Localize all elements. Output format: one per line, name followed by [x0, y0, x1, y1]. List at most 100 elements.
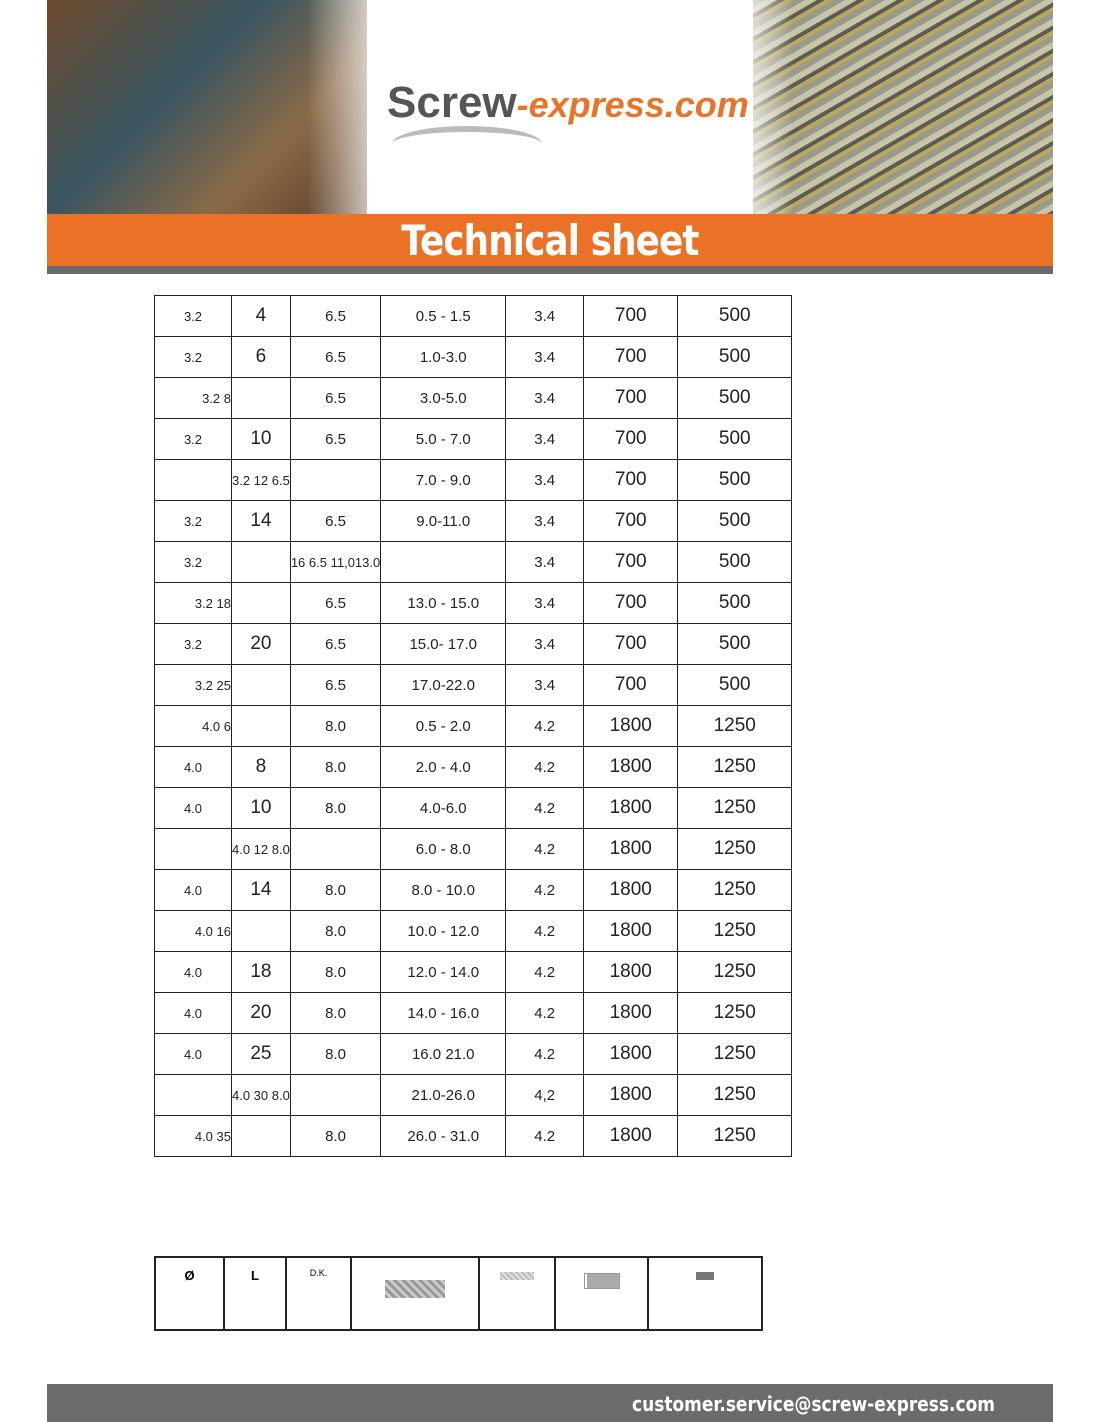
- cell-length: 14: [231, 869, 291, 911]
- cell-diameter: 4.0 6: [154, 705, 232, 747]
- cell-shear-force: 1800: [583, 951, 679, 993]
- cell-hole-diameter: 3.4: [505, 336, 585, 378]
- cell-tensile-force: 1250: [677, 1074, 793, 1116]
- cell-clamping-range: 6.0 - 8.0: [380, 828, 507, 870]
- cell-length: 25: [231, 1033, 291, 1075]
- cell-clamping-range: 0.5 - 1.5: [380, 295, 507, 337]
- cell-shear-force: 700: [583, 664, 679, 706]
- cell-length: 6: [231, 336, 291, 378]
- cell-diameter: 3.2: [154, 418, 232, 460]
- legend-diameter: Ø: [154, 1256, 225, 1331]
- cell-hole-diameter: 4.2: [505, 705, 585, 747]
- cell-tensile-force: 500: [677, 541, 793, 583]
- cell-tensile-force: 1250: [677, 828, 793, 870]
- cell-hole-diameter: 3.4: [505, 418, 585, 460]
- cell-length: [231, 541, 291, 583]
- cell-tensile-force: 1250: [677, 951, 793, 993]
- cell-shear-force: 1800: [583, 992, 679, 1034]
- cell-hole-diameter: 4.2: [505, 828, 585, 870]
- cell-tensile-force: 500: [677, 500, 793, 542]
- cell-length: [231, 377, 291, 419]
- table-row: 3.2 18 6.5 13.0 - 15.0 3.4 700 500: [154, 582, 793, 624]
- table-row: 3.2 25 6.5 17.0-22.0 3.4 700 500: [154, 664, 793, 706]
- cell-length: 8: [231, 746, 291, 788]
- cell-hole-diameter: 3.4: [505, 295, 585, 337]
- title-bar: Technical sheet: [47, 214, 1053, 274]
- cell-length: 18: [231, 951, 291, 993]
- cell-diameter: 4.0: [154, 951, 232, 993]
- cell-head-diameter: 6.5: [289, 336, 382, 378]
- cell-clamping-range: 26.0 - 31.0: [380, 1115, 507, 1157]
- cell-shear-force: 1800: [583, 705, 679, 747]
- cell-clamping-range: 8.0 - 10.0: [380, 869, 507, 911]
- cell-length: 20: [231, 623, 291, 665]
- cell-clamping-range: 4.0-6.0: [380, 787, 507, 829]
- cell-length: 4.0 12 8.0: [231, 828, 291, 870]
- cell-diameter: 3.2: [154, 336, 232, 378]
- cell-hole-diameter: 4,2: [505, 1074, 585, 1116]
- table-row: 4.0 30 8.0 21.0-26.0 4,2 1800 1250: [154, 1074, 793, 1116]
- cell-tensile-force: 1250: [677, 869, 793, 911]
- cell-clamping-range: 7.0 - 9.0: [380, 459, 507, 501]
- cell-tensile-force: 1250: [677, 787, 793, 829]
- cell-head-diameter: 6.5: [289, 418, 382, 460]
- cell-tensile-force: 500: [677, 459, 793, 501]
- cell-diameter: 4.0: [154, 869, 232, 911]
- cell-length: 14: [231, 500, 291, 542]
- cell-clamping-range: [380, 541, 507, 583]
- cell-diameter: 3.2: [154, 623, 232, 665]
- cell-hole-diameter: 3.4: [505, 664, 585, 706]
- cell-length: [231, 1115, 291, 1157]
- cell-shear-force: 700: [583, 623, 679, 665]
- cell-diameter: 4.0: [154, 1033, 232, 1075]
- cell-clamping-range: 3.0-5.0: [380, 377, 507, 419]
- cell-clamping-range: 0.5 - 2.0: [380, 705, 507, 747]
- cell-tensile-force: 1250: [677, 1115, 793, 1157]
- cell-hole-diameter: 3.4: [505, 377, 585, 419]
- cell-shear-force: 1800: [583, 1033, 679, 1075]
- cell-head-diameter: [289, 459, 382, 501]
- fade-right: [733, 0, 793, 214]
- cell-head-diameter: 8.0: [289, 705, 382, 747]
- cell-head-diameter: 16 6.5 11,013.0: [289, 541, 382, 583]
- footer-email[interactable]: customer.service@screw-express.com: [632, 1392, 995, 1416]
- cell-diameter: 3.2 8: [154, 377, 232, 419]
- legend-cell: [647, 1256, 763, 1331]
- cell-head-diameter: 6.5: [289, 377, 382, 419]
- cell-tensile-force: 1250: [677, 746, 793, 788]
- table-row: 3.2 12 6.5 7.0 - 9.0 3.4 700 500: [154, 459, 793, 501]
- table-row: 4.0 14 8.0 8.0 - 10.0 4.2 1800 1250: [154, 869, 793, 911]
- cell-clamping-range: 21.0-26.0: [380, 1074, 507, 1116]
- cell-head-diameter: 8.0: [289, 746, 382, 788]
- cell-head-diameter: 8.0: [289, 951, 382, 993]
- cell-clamping-range: 14.0 - 16.0: [380, 992, 507, 1034]
- table-row: 3.2 16 6.5 11,013.0 3.4 700 500: [154, 541, 793, 583]
- cell-shear-force: 700: [583, 459, 679, 501]
- logo-swoosh: [392, 126, 542, 162]
- cell-diameter: [154, 828, 232, 870]
- table-row: 4.0 12 8.0 6.0 - 8.0 4.2 1800 1250: [154, 828, 793, 870]
- logo-main: Screw: [387, 78, 517, 127]
- shear-force-icon: [584, 1274, 619, 1288]
- cell-shear-force: 1800: [583, 869, 679, 911]
- cell-shear-force: 1800: [583, 1115, 679, 1157]
- cell-length: 20: [231, 992, 291, 1034]
- cell-diameter: 3.2: [154, 295, 232, 337]
- cell-hole-diameter: 4.2: [505, 869, 585, 911]
- table-row: 3.2 10 6.5 5.0 - 7.0 3.4 700 500: [154, 418, 793, 460]
- logo-domain: -express.com: [516, 84, 749, 125]
- cell-head-diameter: 8.0: [289, 1033, 382, 1075]
- cell-shear-force: 1800: [583, 910, 679, 952]
- footer: customer.service@screw-express.com: [47, 1384, 1053, 1422]
- cell-head-diameter: 8.0: [289, 992, 382, 1034]
- cell-diameter: 3.2 18: [154, 582, 232, 624]
- cell-clamping-range: 16.0 21.0: [380, 1033, 507, 1075]
- cell-tensile-force: 500: [677, 664, 793, 706]
- spec-table: 3.2 4 6.5 0.5 - 1.5 3.4 700 500 3.2 6 6.5 1.0-3.0 3…: [154, 295, 793, 1157]
- cell-length: [231, 705, 291, 747]
- cell-length: 3.2 12 6.5: [231, 459, 291, 501]
- cell-head-diameter: 8.0: [289, 910, 382, 952]
- hole-diameter-icon: [500, 1272, 534, 1280]
- header-banner: Screw-express.com: [47, 0, 1053, 214]
- cell-tensile-force: 500: [677, 582, 793, 624]
